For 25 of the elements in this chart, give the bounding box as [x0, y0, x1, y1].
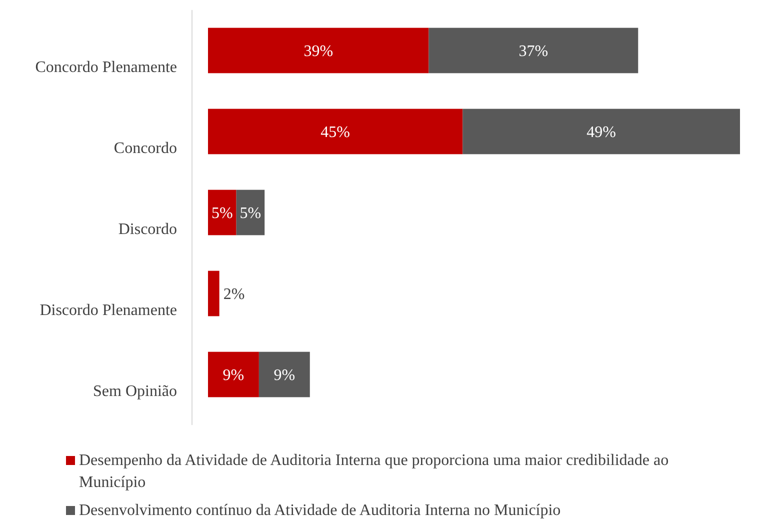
y-tick-label: Discordo Plenamente [40, 302, 177, 320]
data-label: 37% [518, 43, 548, 60]
data-label: 2% [223, 286, 245, 304]
bar [428, 28, 638, 74]
bar [208, 108, 463, 154]
data-label: 49% [586, 124, 616, 142]
bar [258, 352, 310, 398]
data-label: 5% [211, 205, 233, 222]
bar [208, 190, 236, 236]
data-label: 5% [240, 205, 262, 222]
y-tick-label: Concordo [114, 140, 177, 158]
data-label: 9% [222, 367, 244, 384]
data-label: 9% [274, 367, 296, 384]
bar [462, 108, 740, 154]
legend-label: Desenvolvimento contínuo da Atividade de Auditoria Interna no Município [79, 502, 561, 519]
y-tick-label: Sem Opinião [93, 383, 177, 400]
data-label: 45% [320, 124, 350, 142]
data-label: 39% [304, 43, 334, 60]
y-tick-label: Concordo Plenamente [35, 59, 177, 76]
bar [208, 270, 220, 316]
legend-label: Desempenho da Atividade de Auditoria Interna que proporciona uma maior credibilidade ao Município [79, 452, 669, 491]
bar [208, 352, 259, 398]
bar [236, 190, 265, 236]
y-tick-label: Discordo [118, 221, 177, 238]
bar [208, 28, 429, 74]
